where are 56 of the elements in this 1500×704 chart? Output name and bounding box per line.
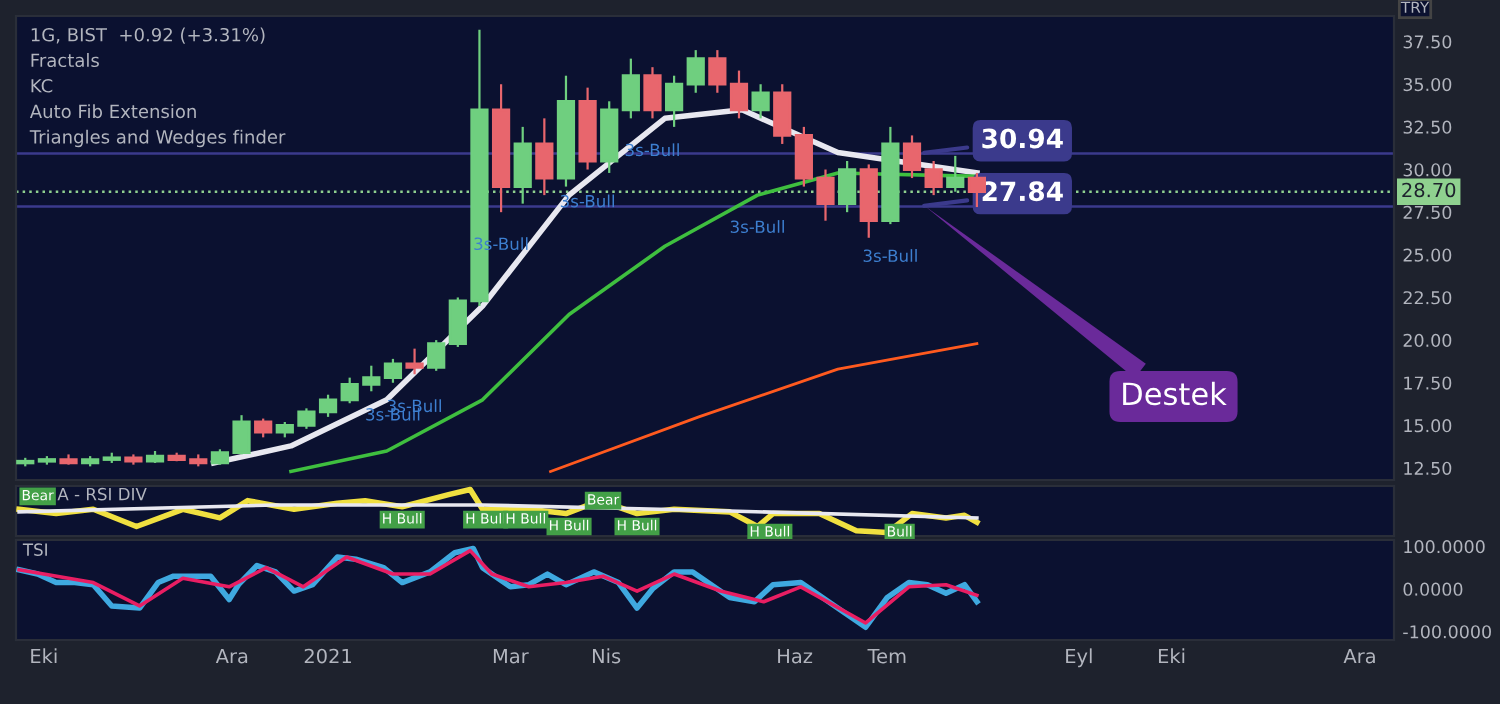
ref-line-label: 27.84 — [982, 181, 1063, 202]
y-tick-label: 30.00 — [1403, 163, 1452, 177]
x-tick-label: Ara — [1343, 648, 1375, 664]
annotation: 3s-Bull — [730, 220, 784, 234]
candlestick — [254, 417, 273, 439]
candlestick — [383, 357, 403, 384]
x-tick-label: Nis — [593, 648, 621, 664]
y-tick-label: 35.00 — [1403, 77, 1452, 92]
y-tick-label: 0.0000 — [1403, 582, 1463, 596]
candlestick — [621, 57, 640, 120]
annotation: Auto Fib Extension — [29, 104, 196, 119]
candlestick — [902, 134, 922, 180]
candlestick — [838, 159, 857, 214]
line-series — [549, 342, 979, 473]
candlestick — [686, 49, 705, 94]
annotation: 1G, BIST +0.92 (+3.31%) — [31, 27, 265, 44]
annotation: KC — [31, 78, 53, 93]
x-tick-label: Eki — [1158, 648, 1185, 664]
candlestick — [751, 83, 770, 120]
annotation: 3s-Bull — [863, 249, 917, 263]
y-tick-label: 12.50 — [1404, 461, 1452, 475]
candlestick — [513, 125, 532, 205]
x-tick-label: Mar — [493, 648, 529, 664]
x-tick-label: Haz — [778, 648, 813, 664]
y-tick-label: 100.0000 — [1404, 540, 1485, 554]
x-tick-label: Ara — [215, 648, 248, 664]
candlestick — [773, 83, 792, 146]
ref-line-label: 28.70 — [1402, 182, 1456, 198]
y-tick-label: -100.0000 — [1403, 625, 1491, 639]
y-tick-label: 22.50 — [1403, 291, 1452, 305]
candlestick — [535, 117, 554, 197]
annotation: Fractals — [31, 53, 99, 68]
y-tick-label: 27.50 — [1403, 205, 1452, 220]
y-tick-label: 15.00 — [1404, 419, 1452, 433]
x-tick-label: Eyl — [1066, 648, 1092, 668]
candlestick — [708, 49, 727, 94]
chart-title: TSI — [22, 543, 47, 556]
candlestick — [427, 339, 446, 372]
y-tick-label: 25.00 — [1403, 248, 1452, 262]
candlestick — [946, 154, 965, 193]
candlestick — [729, 69, 749, 120]
candlestick — [664, 74, 684, 128]
x-tick-label: Eki — [31, 648, 57, 664]
annotation: Triangles and Wedges finder — [29, 129, 286, 148]
y-tick-label: 37.50 — [1403, 35, 1452, 49]
ref-line-label: 30.94 — [982, 128, 1063, 149]
annotation: Destek — [1123, 381, 1227, 406]
candlestick — [924, 159, 943, 197]
y-tick-label: 17.50 — [1404, 376, 1452, 390]
x-tick-label: 2021 — [304, 648, 351, 664]
candlestick — [405, 347, 424, 376]
candlestick — [643, 66, 662, 120]
y-tick-label: 32.50 — [1403, 120, 1452, 134]
y-tick-label: 20.00 — [1403, 333, 1452, 348]
chart-title: A - RSI DIV — [57, 487, 147, 501]
x-tick-label: Tem — [867, 648, 906, 664]
